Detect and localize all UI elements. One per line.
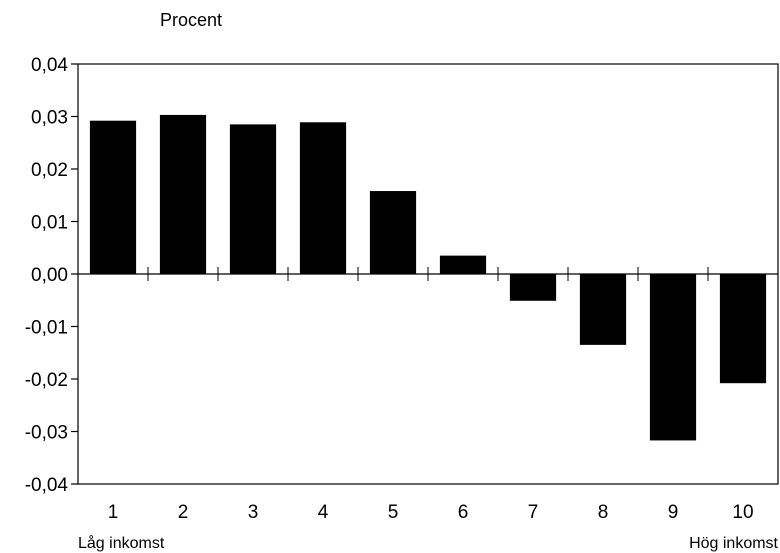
y-tick-label: 0,03 — [31, 108, 68, 129]
bar — [649, 274, 697, 441]
bar — [229, 124, 277, 274]
bar — [159, 114, 207, 274]
x-tick-label: 6 — [458, 502, 469, 523]
y-tick-label: 0,04 — [31, 55, 68, 76]
y-tick-label: -0,03 — [25, 423, 68, 444]
x-tick-label: 9 — [668, 502, 679, 523]
x-tick-label: 4 — [318, 502, 329, 523]
y-tick-label: 0,01 — [31, 213, 68, 234]
x-tick-label: 5 — [388, 502, 399, 523]
x-tick-label: 8 — [598, 502, 609, 523]
bar — [579, 274, 627, 345]
bar — [89, 120, 137, 274]
x-tick-label: 7 — [528, 502, 539, 523]
plot-area: 0,04 0,03 0,02 0,01 0,00 -0,01 -0,02 -0,03 -0,04… — [25, 55, 779, 523]
bar — [369, 191, 417, 274]
y-axis-unit-label: Procent — [160, 10, 222, 30]
x-axis-end-label: Hög inkomst — [689, 535, 778, 552]
x-tick-label: 2 — [178, 502, 189, 523]
x-tick-label: 3 — [248, 502, 259, 523]
bar — [509, 274, 557, 301]
x-tick-label: 10 — [732, 502, 753, 523]
y-tick-label: -0,04 — [25, 475, 69, 496]
y-tick-label: -0,02 — [25, 370, 68, 391]
y-tick-label: -0,01 — [25, 318, 68, 339]
y-tick-label: 0,02 — [31, 160, 68, 181]
x-axis-start-label: Låg inkomst — [78, 534, 165, 552]
bar — [299, 122, 347, 275]
bar — [719, 274, 767, 384]
y-tick-label: 0,00 — [31, 265, 68, 286]
bar — [439, 255, 487, 274]
x-tick-label: 1 — [108, 502, 119, 523]
